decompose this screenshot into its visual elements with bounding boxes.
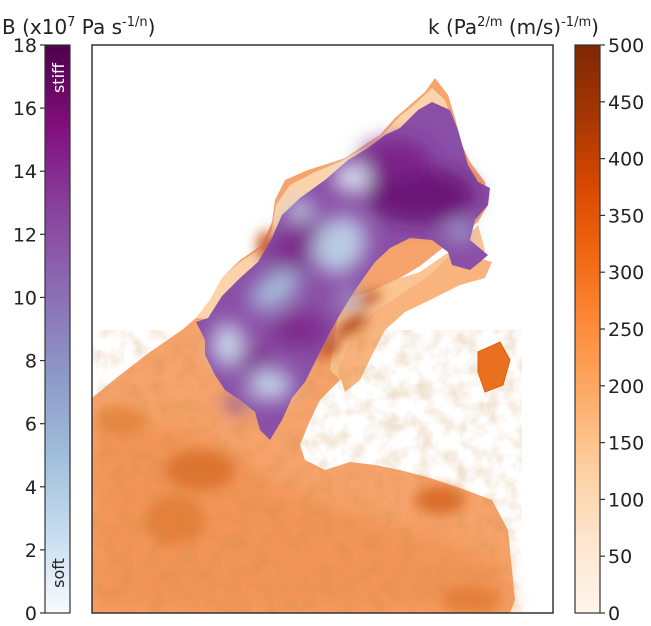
k-tick-label: 50 [608, 546, 632, 568]
stiffness-stiff-label: stiff [49, 62, 68, 93]
k-tick-label: 250 [608, 319, 644, 341]
b-tick-label: 6 [25, 414, 37, 436]
k-tick-label: 200 [608, 376, 644, 398]
k-tick-label: 350 [608, 205, 644, 227]
b-tick-label: 12 [13, 224, 37, 246]
sediment-east-tongue [338, 250, 492, 392]
b-tick-label: 4 [25, 477, 37, 499]
b-tick-label: 10 [13, 287, 37, 309]
glacier-stiffness-field [196, 102, 490, 440]
map-frame [91, 44, 554, 614]
k-tick-label: 400 [608, 149, 644, 171]
stiffness-soft-label: soft [49, 558, 68, 588]
k-tick-label: 300 [608, 262, 644, 284]
b-tick-label: 18 [13, 35, 37, 57]
k-tick-label: 150 [608, 433, 644, 455]
friction-colorbar-ticks: 0 50 100 150 200 250 300 350 400 450 500 [600, 35, 644, 625]
isolated-patch [477, 341, 511, 393]
b-tick-label: 2 [25, 540, 37, 562]
glacier-dark-core [365, 167, 475, 223]
k-tick-label: 0 [608, 603, 620, 625]
k-tick-label: 450 [608, 92, 644, 114]
stiffness-colorbar-title: B (x107 Pa s-1/n) [2, 15, 155, 39]
b-tick-label: 14 [13, 161, 37, 183]
k-tick-label: 500 [608, 35, 644, 57]
friction-colorbar: k (Pa2/m (m/s)-1/m) 0 50 100 150 200 250 300 35… [428, 15, 644, 625]
b-tick-label: 8 [25, 351, 37, 373]
b-tick-label: 0 [25, 603, 37, 625]
friction-colorbar-ramp [574, 44, 601, 614]
stiffness-colorbar-ticks: 0 2 4 6 8 10 12 14 16 18 [13, 35, 45, 625]
k-tick-label: 100 [608, 489, 644, 511]
map-panel [92, 45, 553, 613]
stiffness-colorbar-ramp [44, 44, 71, 614]
b-tick-label: 16 [13, 98, 37, 120]
friction-colorbar-title: k (Pa2/m (m/s)-1/m) [428, 15, 599, 39]
